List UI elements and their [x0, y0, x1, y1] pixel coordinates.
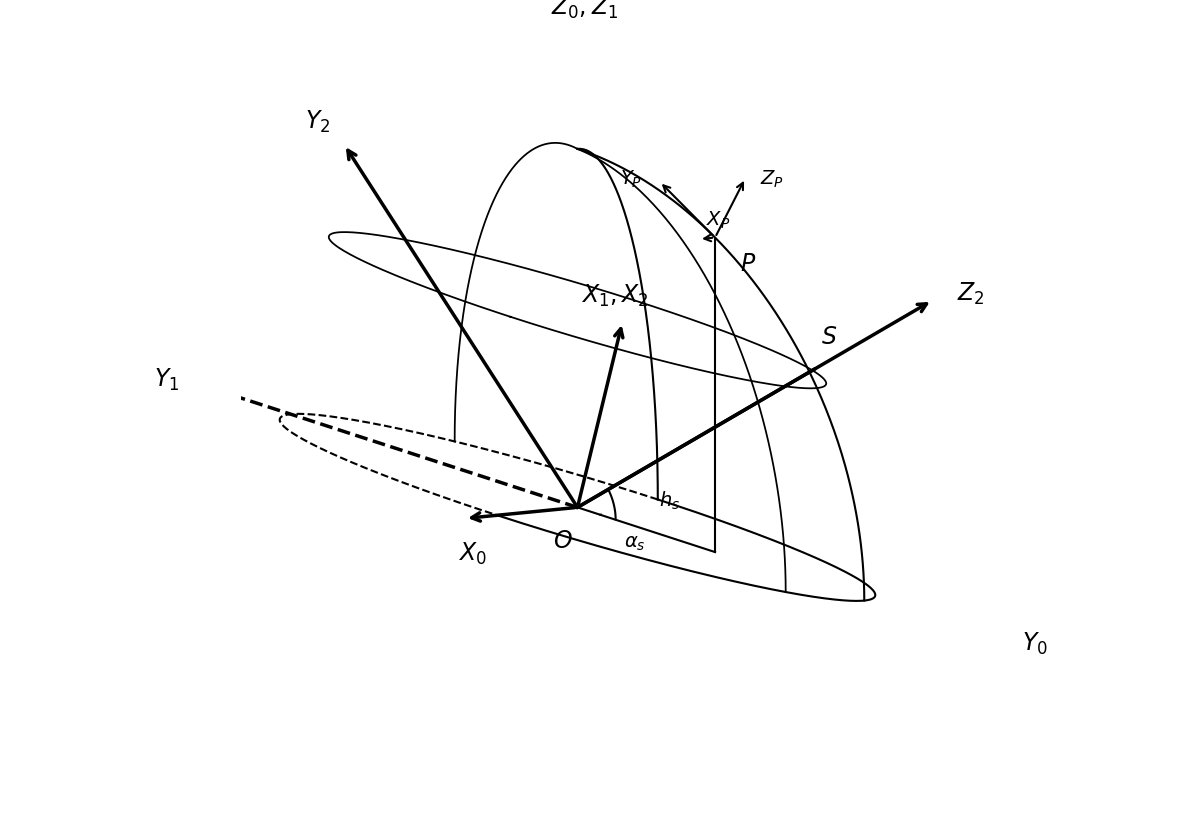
- Text: $Z_2$: $Z_2$: [957, 281, 985, 307]
- Text: $Z_P$: $Z_P$: [760, 169, 783, 189]
- Text: $Y_0$: $Y_0$: [1022, 629, 1048, 656]
- Text: $Y_2$: $Y_2$: [304, 108, 329, 135]
- Text: $Z_0,Z_1$: $Z_0,Z_1$: [551, 0, 618, 21]
- Text: $O$: $O$: [553, 529, 573, 552]
- Text: $\alpha_s$: $\alpha_s$: [624, 534, 646, 552]
- Text: $Y_1$: $Y_1$: [155, 366, 180, 393]
- Text: $X_P$: $X_P$: [707, 210, 731, 232]
- Text: $P$: $P$: [740, 252, 756, 275]
- Text: $Y_P$: $Y_P$: [619, 168, 642, 189]
- Text: $S$: $S$: [821, 326, 837, 348]
- Text: $X_0$: $X_0$: [458, 540, 486, 566]
- Text: $X_1,X_2$: $X_1,X_2$: [581, 282, 649, 308]
- Text: $h_s$: $h_s$: [659, 489, 680, 511]
